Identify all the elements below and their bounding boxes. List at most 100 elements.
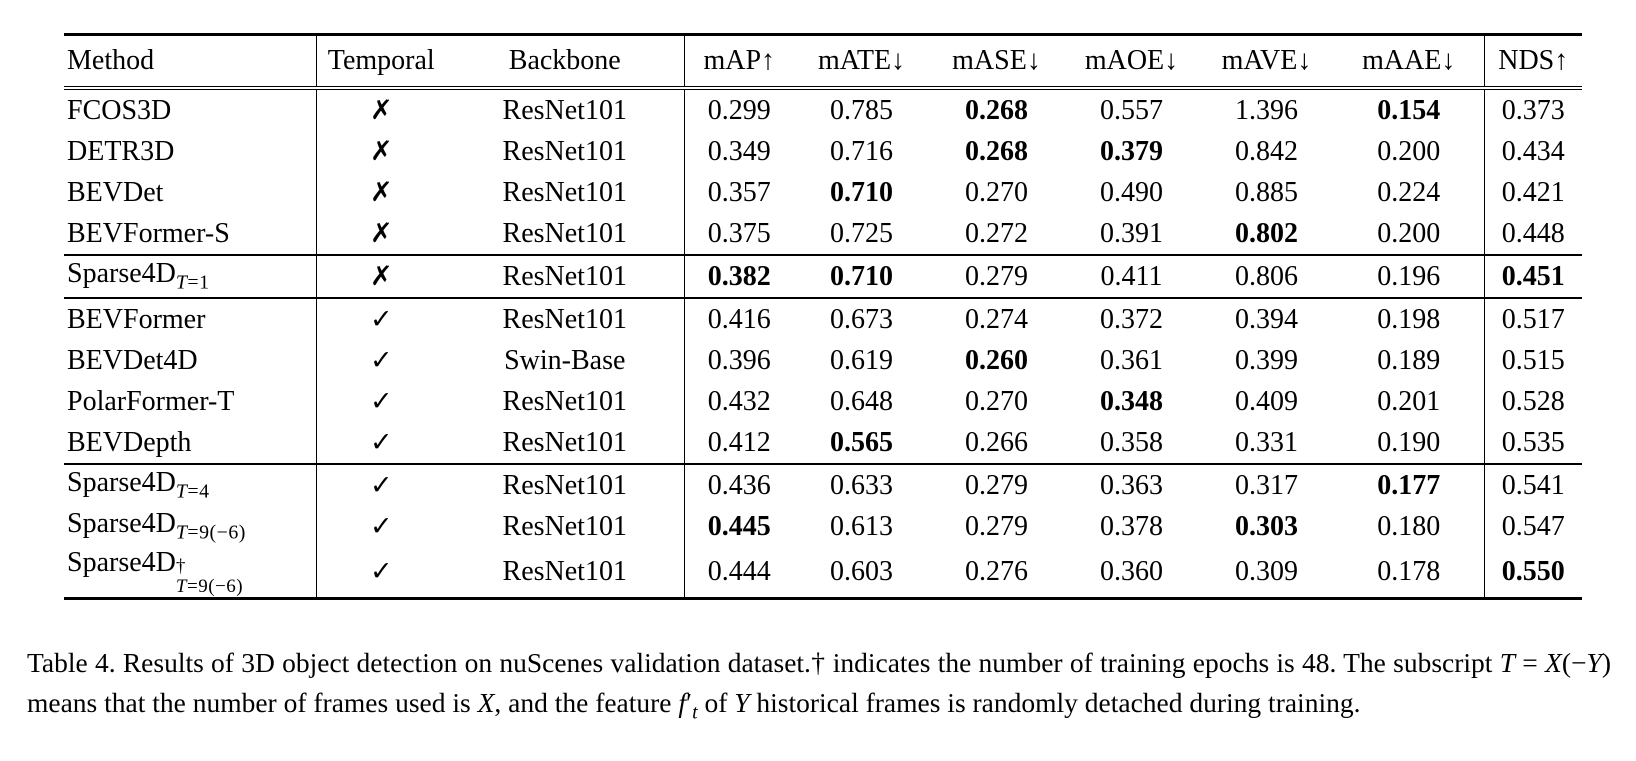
cross-icon: ✗: [369, 176, 393, 208]
metric-cell: 0.436: [683, 463, 794, 506]
temporal-cell: ✓: [315, 340, 446, 381]
method-subscript: T=1: [175, 271, 210, 294]
caption-segment: (−: [1561, 647, 1587, 678]
metric-cell: 0.613: [830, 510, 893, 542]
table-row: BEVDet4D ✓ Swin-Base 0.396 0.619 0.260 0.361 0.…: [64, 340, 1582, 381]
metric-cell: 0.541: [1483, 463, 1582, 506]
temporal-cell: ✗: [315, 213, 446, 255]
check-icon: ✓: [369, 555, 393, 587]
temporal-cell: ✓: [315, 297, 446, 340]
table-row: BEVFormer ✓ ResNet101 0.416 0.673 0.274 0.372 0…: [64, 297, 1582, 340]
metric-cell: 0.842: [1235, 135, 1298, 167]
backbone-cell: ResNet101: [502, 426, 627, 458]
backbone-cell: ResNet101: [502, 510, 627, 542]
table-row: BEVFormer-S ✗ ResNet101 0.375 0.725 0.272 0.39…: [64, 213, 1582, 255]
backbone-cell: ResNet101: [502, 385, 627, 417]
metric-cell: 0.379: [1100, 135, 1163, 167]
method-cell: BEVDepth: [67, 426, 192, 458]
metric-cell: 0.725: [830, 217, 893, 249]
table-row: Sparse4DT=4 ✓ ResNet101 0.436 0.633 0.279 0.36…: [64, 463, 1582, 506]
temporal-cell: ✓: [315, 547, 446, 599]
method-cell: BEVDet4D: [67, 344, 198, 376]
metric-cell: 0.200: [1377, 217, 1441, 249]
method-cell: BEVFormer: [64, 297, 316, 340]
table-row: BEVDet ✗ ResNet101 0.357 0.710 0.270 0.490 0.88…: [64, 172, 1582, 213]
metric-cell: 0.224: [1377, 176, 1441, 208]
metric-cell: 0.190: [1377, 426, 1441, 458]
metric-cell: 0.299: [683, 88, 794, 131]
metric-cell: 0.448: [1483, 213, 1582, 255]
column-header: NDS↑: [1483, 34, 1582, 90]
table-row: DETR3D ✗ ResNet101 0.349 0.716 0.268 0.379 0.84…: [64, 131, 1582, 172]
method-subscript: T=4: [175, 480, 210, 503]
metric-cell: 0.200: [1377, 135, 1441, 167]
metric-cell: 0.270: [965, 176, 1028, 208]
metric-cell: 0.361: [1100, 344, 1163, 376]
metric-cell: 0.409: [1235, 385, 1298, 417]
column-header: mAAE↓: [1334, 34, 1484, 90]
backbone-cell: ResNet101: [502, 217, 627, 249]
metric-cell: 0.357: [683, 172, 794, 213]
metric-cell: 0.421: [1483, 172, 1582, 213]
metric-cell: 0.445: [683, 506, 794, 547]
metric-cell: 0.154: [1377, 94, 1441, 126]
metric-cell: 0.391: [1100, 217, 1163, 249]
table-group: Sparse4DT=4 ✓ ResNet101 0.436 0.633 0.279 0.36…: [64, 463, 1582, 599]
backbone-cell: ResNet101: [502, 135, 627, 167]
temporal-cell: ✓: [315, 381, 446, 422]
metric-cell: 0.260: [965, 344, 1028, 376]
metric-cell: 0.565: [830, 426, 893, 458]
metric-cell: 0.372: [1064, 297, 1199, 340]
metric-cell: 0.802: [1235, 217, 1298, 249]
metric-cell: 0.268: [965, 94, 1028, 126]
metric-cell: 0.196: [1334, 254, 1484, 298]
column-header: mASE↓: [929, 34, 1064, 90]
caption-segment: X: [477, 687, 495, 718]
metric-cell: 0.270: [965, 385, 1028, 417]
check-icon: ✓: [369, 303, 393, 335]
metric-cell: 0.375: [683, 213, 794, 255]
temporal-cell: ✗: [315, 88, 446, 131]
temporal-cell: ✓: [315, 506, 446, 547]
metric-cell: 0.178: [1377, 555, 1441, 587]
metric-cell: 0.710: [794, 254, 929, 298]
check-icon: ✓: [369, 344, 393, 376]
metric-cell: 0.274: [929, 297, 1064, 340]
metric-cell: 0.331: [1235, 426, 1298, 458]
metric-cell: 0.309: [1235, 555, 1298, 587]
metric-cell: 0.279: [965, 510, 1028, 542]
column-header: Backbone: [446, 34, 684, 90]
backbone-cell: ResNet101: [502, 94, 627, 126]
metric-cell: 0.490: [1100, 176, 1163, 208]
metric-cell: 0.547: [1483, 506, 1582, 547]
metric-cell: 0.411: [1064, 254, 1199, 298]
method-cell: BEVFormer-S: [67, 217, 230, 249]
table-row: Sparse4DT=1 ✗ ResNet101 0.382 0.710 0.279 0.41…: [64, 254, 1582, 298]
backbone-cell: ResNet101: [502, 555, 627, 587]
backbone-cell: Swin-Base: [504, 344, 626, 376]
metric-cell: 0.279: [929, 463, 1064, 506]
metric-cell: 0.528: [1483, 381, 1582, 422]
method-cell: DETR3D: [67, 135, 175, 167]
metric-cell: 0.201: [1377, 385, 1441, 417]
table-caption: Table 4. Results of 3D object detection …: [27, 643, 1611, 723]
caption-segment: ′: [686, 687, 693, 718]
method-cell: BEVDet: [67, 176, 164, 208]
caption-segment: ) means that the number of frames used i…: [27, 647, 1611, 718]
cross-icon: ✗: [369, 217, 393, 249]
caption-segment: =: [1515, 647, 1546, 678]
table-row: Sparse4D † T=9(−6) ✓ ResNet101 0.444 0.603 0.27…: [64, 547, 1582, 599]
metric-cell: 0.348: [1100, 385, 1163, 417]
metric-cell: 0.412: [683, 422, 794, 464]
table-row: PolarFormer-T ✓ ResNet101 0.432 0.648 0.270 0.…: [64, 381, 1582, 422]
method-supsub: † T=9(−6): [175, 556, 244, 597]
caption-segment: of: [697, 687, 735, 718]
cross-icon: ✗: [369, 135, 393, 167]
metric-cell: 0.432: [683, 381, 794, 422]
metric-cell: 0.303: [1235, 510, 1298, 542]
metric-cell: 1.396: [1235, 94, 1298, 126]
metric-cell: 0.710: [830, 176, 893, 208]
metric-cell: 0.382: [683, 254, 794, 298]
metric-cell: 0.716: [830, 135, 893, 167]
